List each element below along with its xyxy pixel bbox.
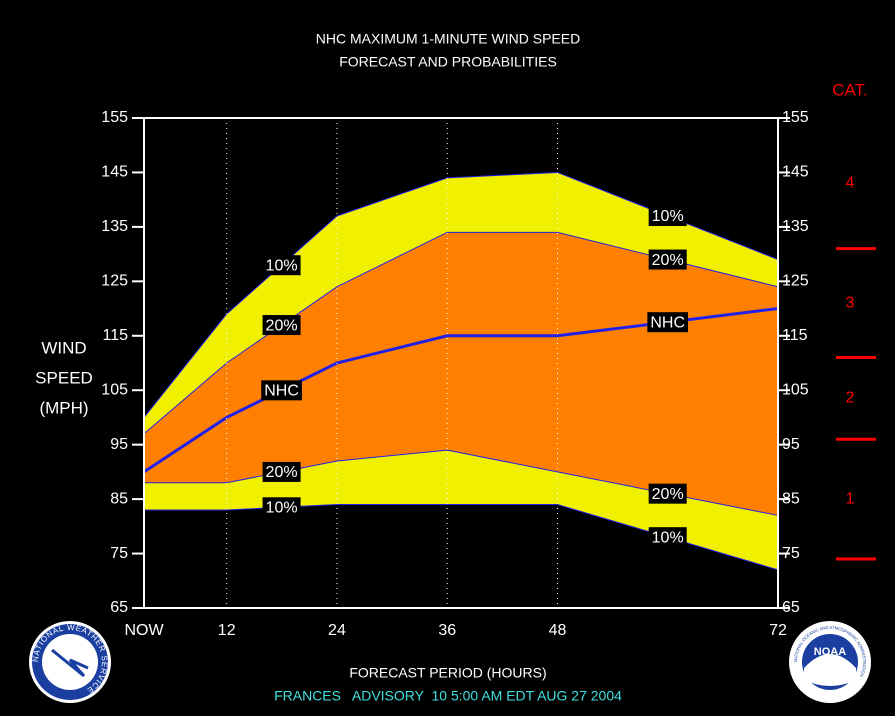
y-tick-label: 115 [102,327,128,344]
y-tick-label: 95 [110,436,128,453]
x-tick-label: NOW [124,622,164,639]
band-edge [144,449,779,516]
category-label: 4 [846,175,855,192]
y-tick-label: 85 [110,490,128,507]
chart-title: NHC MAXIMUM 1-MINUTE WIND SPEED [316,31,580,47]
label-box [648,249,687,270]
y-label: (MPH) [39,398,88,417]
logo-bolt [51,648,89,678]
y2-tick-label: 95 [782,436,800,453]
category-label: 3 [846,294,855,311]
y2-tick-label: 115 [782,327,808,344]
series-label-text: 20% [652,486,684,503]
y2-tick-label: 75 [782,545,800,562]
footer: FRANCES ADVISORY 10 5:00 AM EDT AUG 27 2… [274,688,622,704]
label-box [262,255,301,276]
y-tick-label: 125 [101,273,128,290]
series-label: 10% [648,527,687,548]
series-label-text: 10% [652,529,684,546]
y2-tick-label: 65 [782,599,800,616]
series-label-text: 20% [266,464,298,481]
series-label-text: NHC [650,314,685,331]
band-edge [143,171,779,418]
band-edge [144,504,779,571]
plot-border [143,117,779,609]
y-label: WIND [41,338,86,357]
y-tick-label: 145 [101,164,128,181]
series-label-text: 10% [266,257,298,274]
y2-tick-label: 105 [782,381,809,398]
x-tick-label: 12 [218,622,236,639]
x-label: FORECAST PERIOD (HOURS) [349,665,546,681]
series-label: 10% [648,205,687,226]
series-label-text: 20% [652,252,684,269]
label-box [262,315,301,336]
y2-tick-label: 125 [782,273,809,290]
category-label: 2 [846,390,855,407]
label-box [261,380,302,401]
series-label-text: 20% [266,317,298,334]
x-tick-label: 36 [438,622,456,639]
chart-subtitle: FORECAST AND PROBABILITIES [339,54,557,70]
series-label: 10% [262,255,301,276]
series-label: NHC [261,380,302,401]
label-box [262,497,301,518]
y-tick-label: 65 [110,599,128,616]
y-tick-label: 155 [101,109,128,126]
y2-tick-label: 85 [782,490,800,507]
y2-tick-label: 155 [782,109,809,126]
y2-tick-label: 135 [782,218,809,235]
y2-tick-label: 145 [782,164,809,181]
label-box [262,461,301,482]
y-tick-label: 75 [110,545,128,562]
band-edge [143,231,779,435]
x-tick-label: 72 [769,622,787,639]
label-box [648,483,687,504]
y-tick-label: 135 [101,218,128,235]
x-tick-label: 48 [549,622,567,639]
y-tick-label: 105 [101,381,128,398]
label-box [647,312,689,333]
y-label: SPEED [35,368,93,387]
category-label: 1 [846,490,855,507]
series-label: 20% [648,249,687,270]
series-label: 10% [262,497,301,518]
x-tick-label: 24 [328,622,346,639]
nws-logo: NATIONAL WEATHER SERVICE [29,621,111,703]
logo-wave [804,654,856,686]
category-title: CAT. [832,80,868,99]
plot-area [143,118,779,608]
label-box [648,205,687,226]
series-label-text: NHC [264,383,299,400]
series-label: NHC [647,312,689,333]
forecast-line [143,307,779,474]
series-label: 20% [262,461,301,482]
noaa-logo: NOAA NATIONAL OCEANIC AND ATMOSPHERIC AD… [789,621,871,703]
logo-text: NOAA [814,646,846,658]
series-label-text: 10% [652,208,684,225]
series-label: 20% [648,483,687,504]
series-label: 20% [262,315,301,336]
series-label-text: 10% [266,500,298,517]
probability-band [144,232,778,516]
label-box [648,527,687,548]
